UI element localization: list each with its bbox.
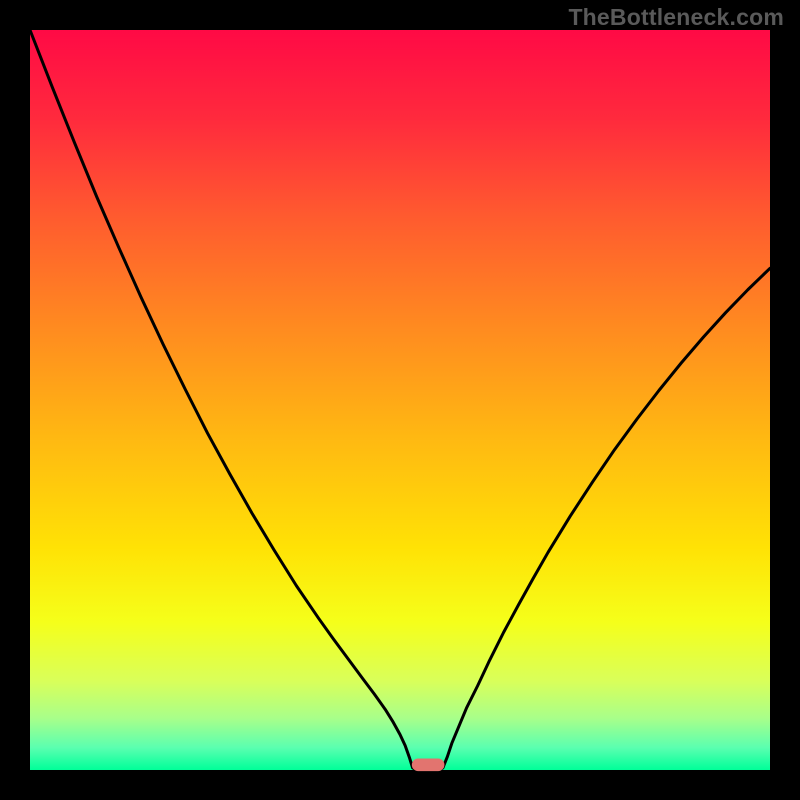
- chart-background: [30, 30, 770, 770]
- watermark-text: TheBottleneck.com: [568, 4, 784, 31]
- chart-container: TheBottleneck.com: [0, 0, 800, 800]
- optimum-marker: [412, 759, 445, 772]
- bottleneck-chart: [0, 0, 800, 800]
